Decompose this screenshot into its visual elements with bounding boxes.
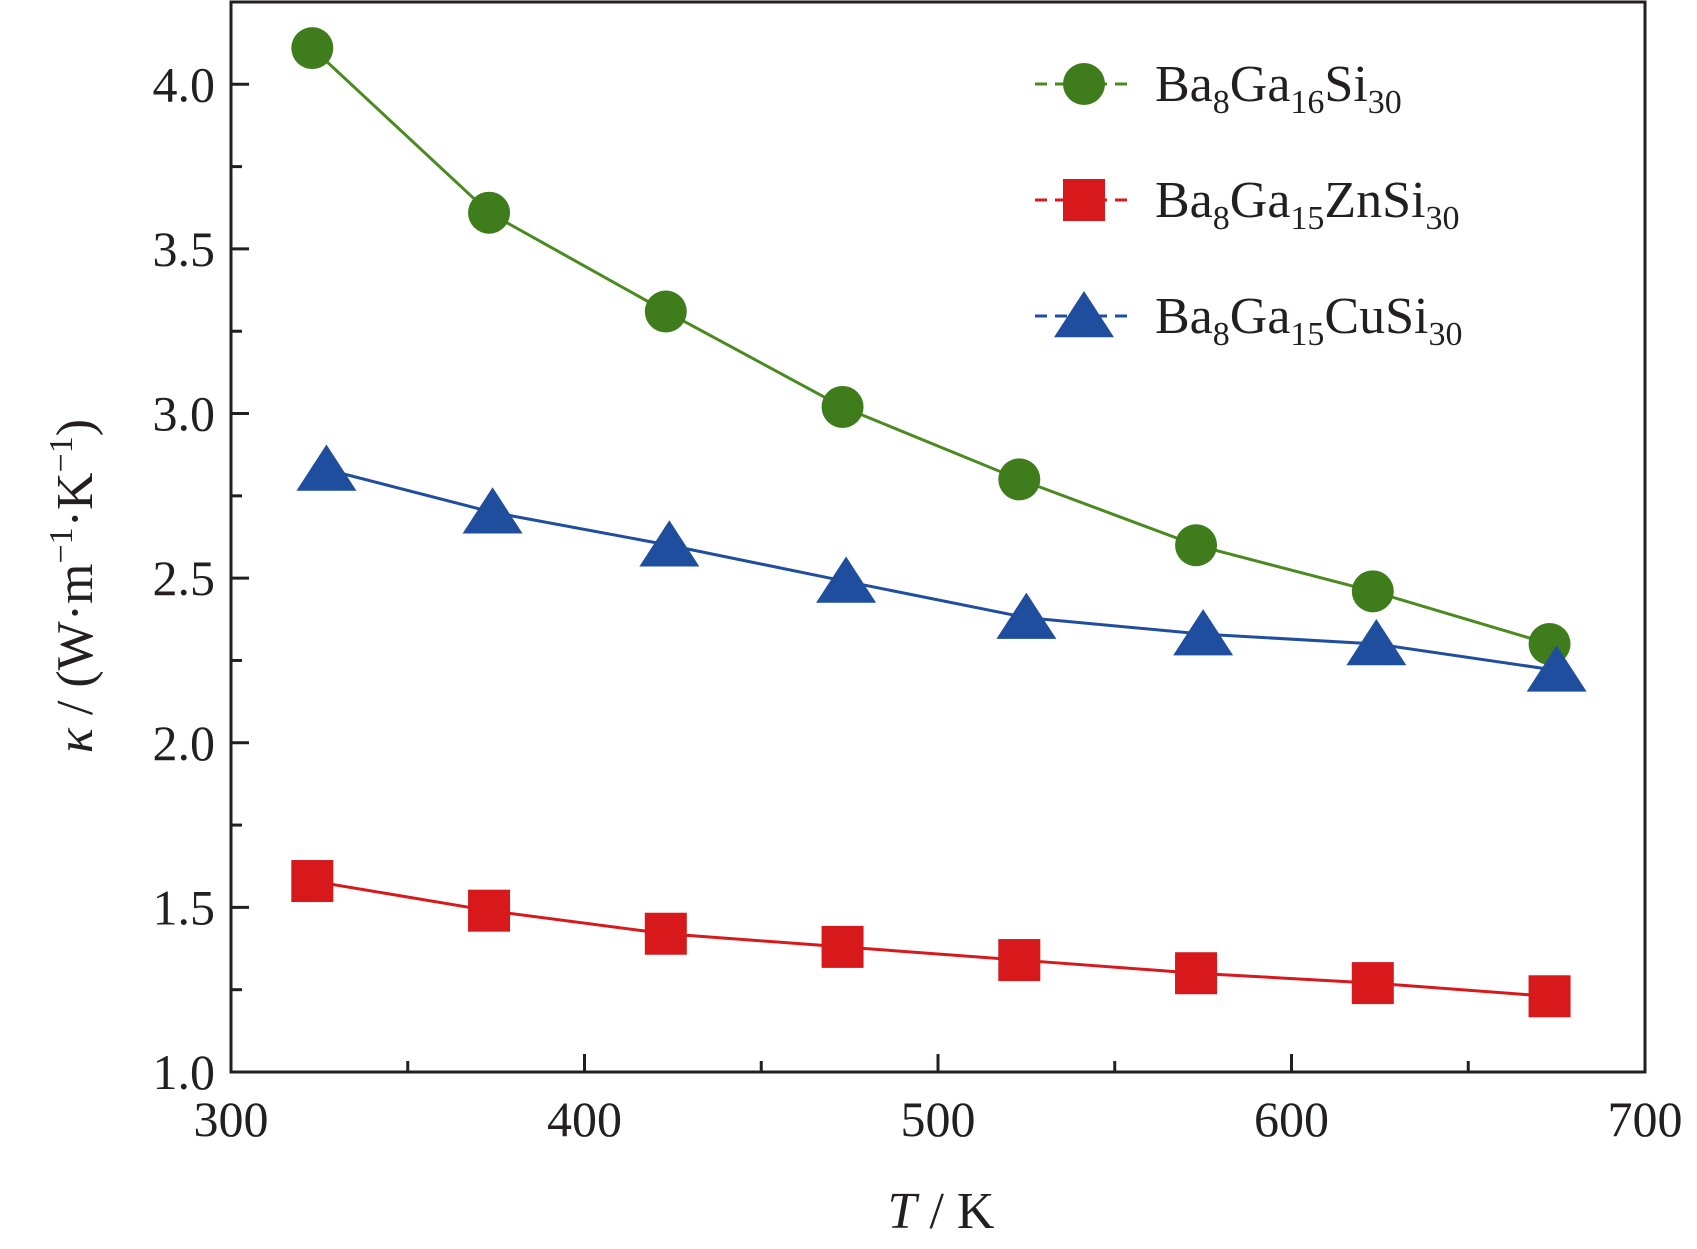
legend-marker-2 [1063,179,1105,221]
y-axis-title-end: ) [47,419,104,436]
data-point-series-2 [644,912,687,955]
legend-label-3: Ba8Ga15CuSi30 [1155,288,1462,353]
data-point-series-3 [462,487,523,534]
data-point-series-2 [291,860,334,903]
data-point-series-3 [296,444,357,491]
data-point-series-2 [468,889,511,932]
legend-label-2: Ba8Ga15ZnSi30 [1155,172,1460,237]
y-axis-title-mid: ·K [47,472,104,527]
data-point-series-1 [644,290,687,333]
legend-marker-1 [1063,63,1105,105]
data-point-series-1 [291,27,334,70]
x-axis-title-rest: / K [916,1183,994,1240]
y-axis-title-sup1: −1 [43,527,80,563]
series-line-1 [311,46,1550,646]
legend: Ba8Ga16Si30 Ba8Ga15ZnSi30 Ba8Ga15CuSi30 [1035,56,1462,353]
data-point-series-3 [816,556,877,603]
x-tick-label: 700 [1608,1091,1683,1147]
y-tick-label: 3.0 [153,386,216,442]
data-point-series-3 [639,520,700,567]
series-line-2 [312,879,1550,998]
x-tick-label: 400 [547,1091,622,1147]
tick-labels: 300 400 500 600 700 1.0 1.5 2.0 2.5 3.0 3.5 4.0 [153,56,1683,1147]
x-tick-label: 500 [901,1091,976,1147]
data-point-series-1 [1351,570,1394,613]
y-tick-label: 4.0 [153,56,216,112]
y-axis-title-symbol: κ [47,727,104,753]
plot-frame [229,0,1647,1074]
y-tick-label: 1.0 [153,1044,216,1100]
data-point-series-2 [998,939,1041,982]
data-point-series-3 [1526,645,1587,692]
x-tick-label: 600 [1254,1091,1329,1147]
y-tick-label: 2.0 [153,715,216,771]
data-point-series-2 [1175,952,1218,995]
series-lines [311,46,1557,998]
data-point-series-2 [1351,962,1394,1005]
x-axis-title-italic: T [888,1183,920,1240]
y-axis-title: κ / (W·m−1·K−1) [43,419,104,753]
data-point-series-2 [1528,975,1571,1018]
data-point-series-1 [468,191,511,234]
y-tick-label: 3.5 [153,221,216,277]
series-line-3 [326,468,1557,672]
data-point-series-3 [1173,609,1234,656]
legend-label-1: Ba8Ga16Si30 [1155,56,1402,121]
data-point-series-3 [996,592,1057,639]
legend-marker-3 [1054,291,1114,338]
y-tick-label: 1.5 [153,879,216,935]
data-point-series-1 [1175,524,1218,567]
y-axis-title-rest: / (W·m [47,564,104,729]
data-point-series-1 [821,385,864,428]
y-tick-label: 2.5 [153,550,216,606]
data-point-series-2 [821,925,864,968]
series-markers [291,27,1587,1018]
x-tick-label: 300 [194,1091,269,1147]
axis-ticks [229,82,1647,1074]
data-point-series-3 [1346,619,1407,666]
y-axis-title-sup2: −1 [43,436,80,472]
x-axis-title: T / K [888,1183,995,1240]
data-point-series-1 [998,458,1041,501]
